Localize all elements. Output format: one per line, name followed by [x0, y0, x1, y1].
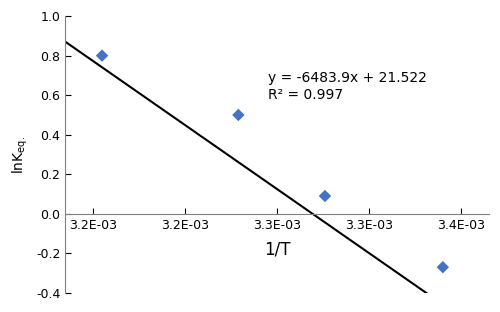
Point — [234, 112, 242, 117]
Y-axis label: lnK$_{\mathregular{eq.}}$: lnK$_{\mathregular{eq.}}$ — [11, 135, 30, 173]
X-axis label: 1/T: 1/T — [264, 240, 290, 258]
Point — [98, 53, 106, 58]
Point — [439, 265, 447, 270]
Point — [321, 193, 329, 198]
Text: y = -6483.9x + 21.522
R² = 0.997: y = -6483.9x + 21.522 R² = 0.997 — [268, 71, 426, 102]
